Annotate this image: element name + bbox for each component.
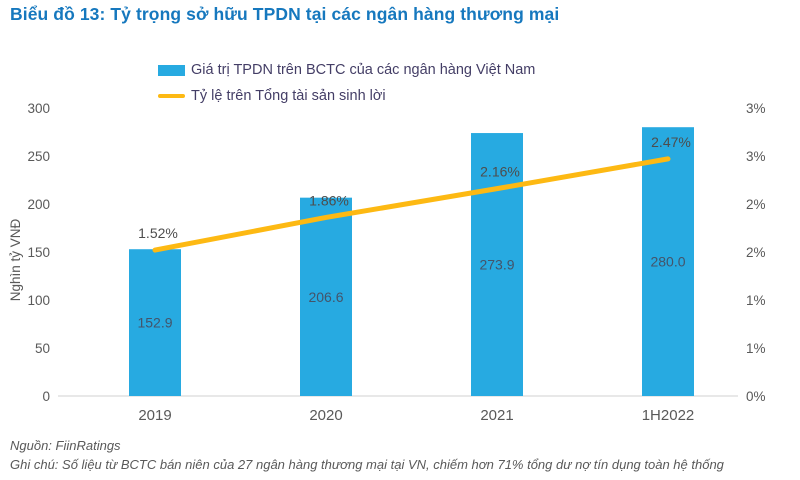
legend-label-bar-series: Giá trị TPDN trên BCTC của các ngân hàng… (191, 62, 536, 78)
legend-item-bar-series: Giá trị TPDN trên BCTC của các ngân hàng… (158, 57, 535, 83)
chart-area: 0 50 100 150 200 250 300 0% 1% 1% 2% 2% 3% 3% Nghìn tỷ… (0, 95, 800, 440)
right-axis-tick-label: 1% (746, 293, 766, 308)
left-axis-tick-label: 150 (27, 245, 50, 260)
x-axis-category-label: 1H2022 (642, 407, 695, 424)
left-axis-tick-label: 0 (42, 389, 50, 404)
bar-2020 (300, 197, 352, 396)
bar-value-label: 206.6 (308, 289, 343, 305)
right-axis-tick-label: 2% (746, 245, 766, 260)
left-axis-title: Nghìn tỷ VNĐ (8, 218, 23, 301)
left-axis-tick-label: 300 (27, 101, 50, 116)
chart-title: Biểu đồ 13: Tỷ trọng sở hữu TPDN tại các… (10, 4, 560, 24)
ratio-line (152, 156, 671, 253)
source-note: Nguồn: FiinRatings (10, 438, 121, 453)
right-axis-tick-label: 1% (746, 341, 766, 356)
bar-value-label: 152.9 (137, 315, 172, 331)
right-axis-tick-label: 0% (746, 389, 766, 404)
line-series-swatch-icon (158, 94, 185, 98)
x-axis-category-label: 2019 (138, 407, 171, 424)
line-point-label: 1.52% (138, 225, 178, 241)
bar-value-label: 273.9 (479, 257, 514, 273)
legend-item-line-series: Tỷ lệ trên Tổng tài sản sinh lời (158, 83, 535, 109)
chart-svg: 0 50 100 150 200 250 300 0% 1% 1% 2% 2% 3% 3% Nghìn tỷ… (8, 101, 766, 424)
left-axis-tick-label: 100 (27, 293, 50, 308)
legend-label-line-series: Tỷ lệ trên Tổng tài sản sinh lời (191, 88, 386, 104)
legend: Giá trị TPDN trên BCTC của các ngân hàng… (158, 57, 535, 109)
line-point-label: 2.47% (651, 134, 691, 150)
left-axis-tick-label: 250 (27, 149, 50, 164)
bar-2019 (129, 249, 181, 396)
right-axis-tick-label: 3% (746, 101, 766, 116)
x-axis-category-label: 2020 (309, 407, 342, 424)
bar-series-swatch-icon (158, 64, 185, 76)
footnote: Ghi chú: Số liệu từ BCTC bán niên của 27… (10, 457, 724, 472)
right-axis-tick-label: 2% (746, 197, 766, 212)
bar-2021 (471, 133, 523, 396)
right-axis-tick-label: 3% (746, 149, 766, 164)
x-axis-category-label: 2021 (480, 407, 513, 424)
bar-1H2022 (642, 127, 694, 396)
left-axis-tick-label: 200 (27, 197, 50, 212)
left-axis-tick-label: 50 (35, 341, 50, 356)
bar-value-label: 280.0 (650, 254, 685, 270)
line-point-label: 1.86% (309, 192, 349, 208)
line-point-label: 2.16% (480, 164, 520, 180)
